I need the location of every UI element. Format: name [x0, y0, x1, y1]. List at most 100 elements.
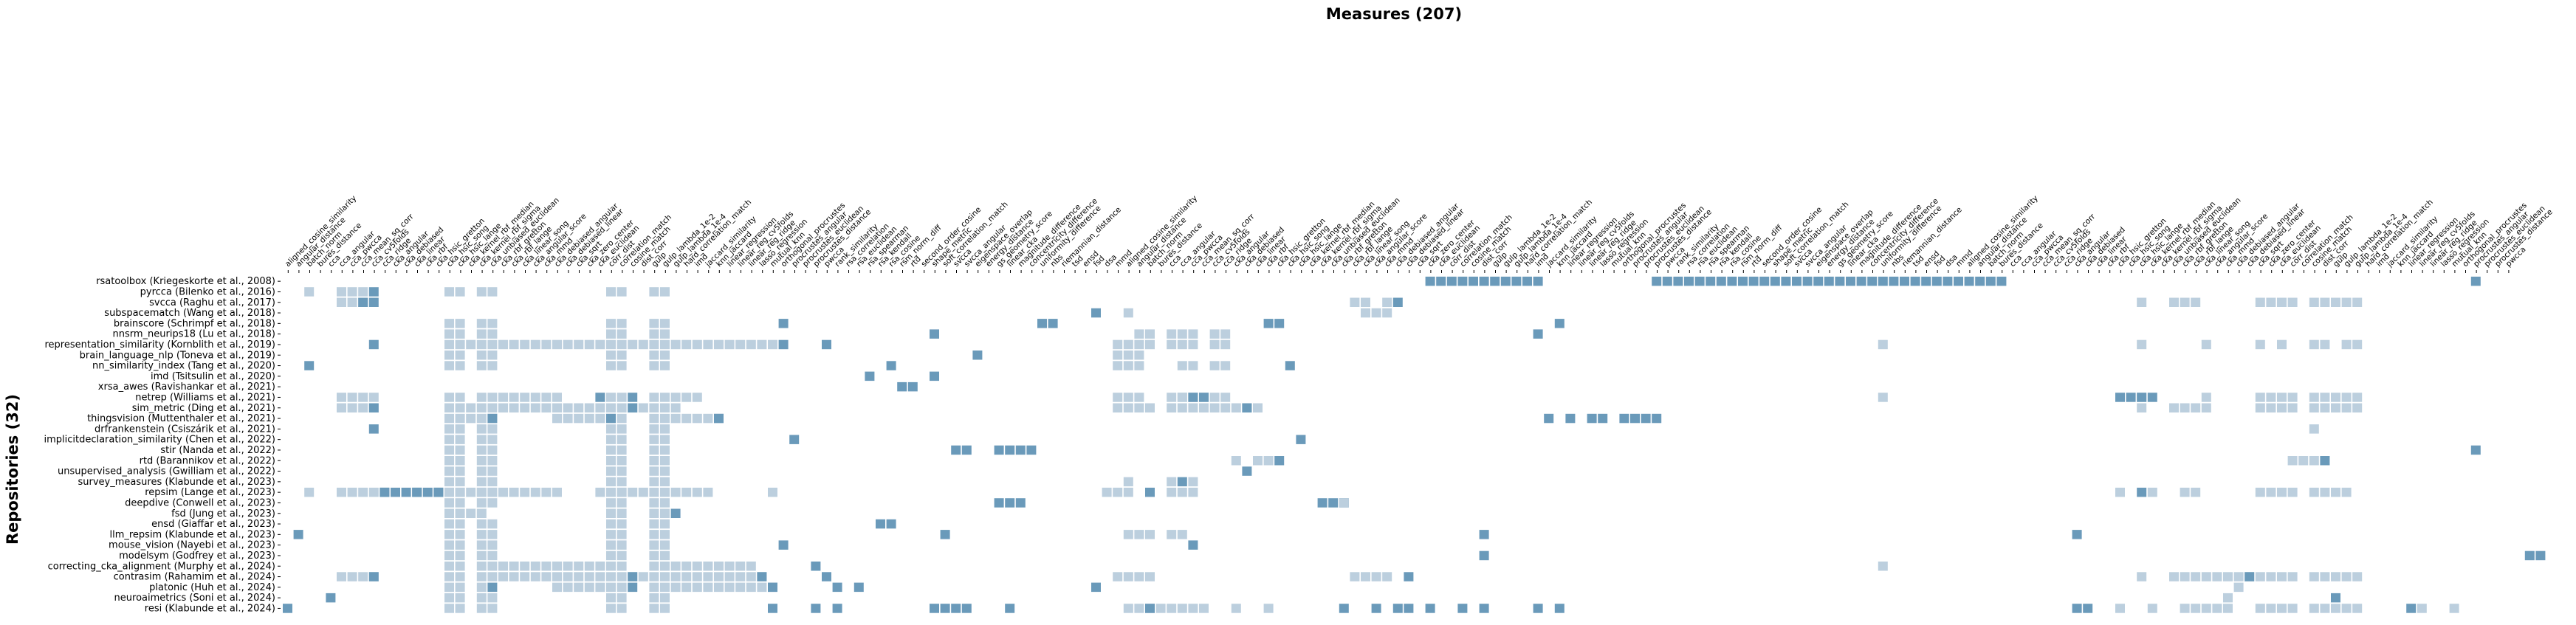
heatmap-cell: [714, 562, 724, 571]
heatmap-cell: [455, 487, 465, 497]
heatmap-cell: [466, 403, 476, 412]
heatmap-cell: [520, 487, 530, 497]
heatmap-cell: [811, 604, 821, 613]
heatmap-cell: [476, 519, 487, 529]
heatmap-cell: [498, 393, 508, 402]
repository-label: unsupervised_analysis (Gwilliam et al., …: [58, 466, 275, 477]
heatmap-cell: [681, 339, 692, 350]
heatmap-cell: [1263, 456, 1274, 466]
heatmap-cell: [520, 339, 530, 350]
heatmap-cell: [2191, 297, 2201, 307]
heatmap-cell: [1177, 604, 1187, 613]
heatmap-cell: [368, 393, 379, 402]
heatmap-cell: [692, 413, 702, 424]
heatmap-cell: [444, 329, 454, 339]
heatmap-cell: [670, 572, 681, 581]
heatmap-cell: [628, 582, 638, 593]
heatmap-cell: [455, 329, 465, 339]
heatmap-cell: [1123, 477, 1133, 487]
heatmap-cell: [1113, 487, 1123, 497]
heatmap-cell: [2287, 456, 2298, 466]
heatmap-cell: [606, 477, 616, 487]
heatmap-cell: [1113, 361, 1123, 370]
heatmap-cell: [2201, 339, 2211, 350]
heatmap-cell: [1220, 393, 1231, 402]
heatmap-cell: [660, 562, 670, 571]
heatmap-cell: [660, 477, 670, 487]
heatmap-cell: [768, 487, 777, 497]
heatmap-cell: [660, 287, 670, 297]
heatmap-cell: [444, 519, 454, 529]
heatmap-cell: [2223, 604, 2233, 613]
heatmap-cell: [1425, 276, 1435, 286]
heatmap-cell: [1479, 604, 1489, 613]
heatmap-cell: [1091, 582, 1101, 593]
heatmap-cell: [2277, 572, 2287, 581]
heatmap-cell: [606, 351, 616, 360]
repository-label: survey_measures (Klabunde et al., 2023): [78, 477, 276, 488]
heatmap-cell: [649, 540, 659, 550]
heatmap-cell: [1145, 530, 1155, 539]
heatmap-cell: [768, 604, 777, 613]
heatmap-cell: [2470, 276, 2481, 286]
heatmap-cell: [638, 339, 648, 350]
heatmap-cell: [2352, 297, 2363, 307]
heatmap-cell: [649, 351, 659, 360]
heatmap-cell: [444, 582, 454, 593]
heatmap-cell: [649, 287, 659, 297]
heatmap-cell: [541, 572, 552, 581]
heatmap-cell: [595, 339, 605, 350]
heatmap-cell: [1209, 393, 1220, 402]
heatmap-cell: [2277, 487, 2287, 497]
heatmap-cell: [649, 477, 659, 487]
heatmap-cell: [2320, 403, 2330, 412]
heatmap-cell: [2147, 487, 2157, 497]
heatmap-cell: [1177, 361, 1187, 370]
heatmap-cell: [681, 562, 692, 571]
heatmap-cell: [487, 550, 498, 561]
heatmap-cell: [865, 371, 875, 381]
heatmap-cell: [541, 393, 552, 402]
heatmap-cell: [563, 582, 573, 593]
heatmap-cell: [487, 329, 498, 339]
heatmap-cell: [2352, 393, 2363, 402]
heatmap-cell: [1404, 604, 1414, 613]
heatmap-cell: [1781, 276, 1791, 286]
heatmap-cell: [897, 381, 907, 392]
heatmap-cell: [994, 445, 1004, 455]
heatmap-cell: [735, 582, 746, 593]
heatmap-cell: [2331, 604, 2340, 613]
heatmap-cell: [2233, 582, 2244, 593]
heatmap-cell: [552, 582, 562, 593]
y-tick-labels: rsatoolbox (Kriegeskorte et al., 2008)py…: [44, 276, 281, 614]
heatmap-cell: [1253, 403, 1263, 412]
heatmap-cell: [746, 562, 756, 571]
heatmap-cell: [1371, 308, 1381, 318]
heatmap-cell: [455, 550, 465, 561]
heatmap-cell: [476, 339, 487, 350]
heatmap-cell: [670, 339, 681, 350]
heatmap-cell: [379, 487, 390, 497]
heatmap-cell: [649, 361, 659, 370]
heatmap-cell: [2309, 403, 2319, 412]
heatmap-cell: [951, 445, 961, 455]
heatmap-cell: [1964, 276, 1974, 286]
heatmap-cell: [660, 329, 670, 339]
heatmap-cell: [616, 403, 627, 412]
heatmap-cell: [1759, 276, 1770, 286]
heatmap-cell: [1199, 393, 1209, 402]
heatmap-cell: [1005, 604, 1015, 613]
heatmap-cell: [660, 361, 670, 370]
heatmap-cell: [2266, 572, 2276, 581]
heatmap-cell: [649, 466, 659, 476]
heatmap-cell: [498, 487, 508, 497]
heatmap-cell: [1792, 276, 1802, 286]
heatmap-cell: [1167, 393, 1177, 402]
heatmap-cell: [476, 530, 487, 539]
heatmap-cell: [1469, 276, 1478, 286]
heatmap-cell: [606, 413, 616, 424]
heatmap-cell: [2277, 339, 2287, 350]
heatmap-cell: [735, 339, 746, 350]
heatmap-cell: [2169, 297, 2179, 307]
heatmap-cell: [832, 604, 842, 613]
